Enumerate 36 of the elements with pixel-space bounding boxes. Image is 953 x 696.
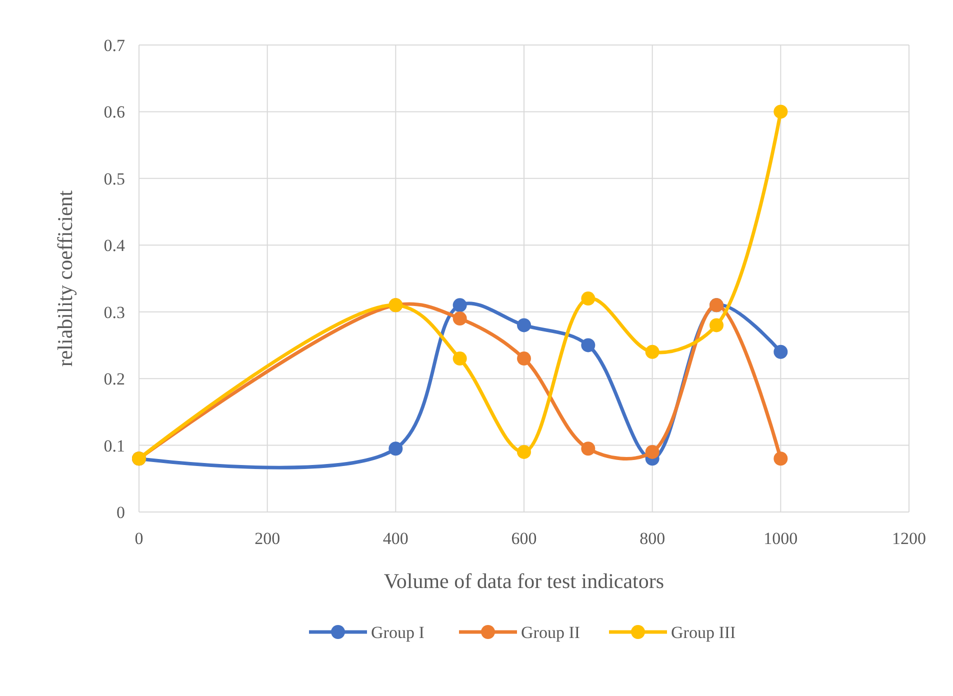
point: [517, 352, 531, 366]
y-tick-label: 0.7: [104, 36, 126, 55]
point: [517, 318, 531, 332]
y-tick-label: 0.6: [104, 102, 125, 122]
point: [774, 344, 788, 359]
x-tick-label: 200: [254, 529, 280, 548]
y-tick-label: 0.5: [104, 169, 125, 188]
point: [581, 338, 596, 352]
point: [517, 444, 531, 459]
point: [774, 452, 788, 466]
point: [581, 292, 596, 306]
legend-label: Group II: [521, 623, 580, 642]
point: [452, 298, 467, 312]
point: [452, 312, 467, 326]
x-axis-title: Volume of data for test indicators: [384, 569, 664, 593]
x-tick-label: 1200: [892, 529, 926, 548]
point: [388, 442, 403, 456]
point: [581, 442, 596, 456]
y-tick-label: 0.4: [104, 236, 126, 256]
y-tick-label: 0.1: [104, 436, 125, 456]
x-tick-label: 800: [640, 529, 666, 548]
y-tick-label: 0.3: [104, 302, 125, 322]
point: [645, 344, 660, 359]
legend-label: Group I: [371, 623, 425, 642]
point: [645, 444, 660, 459]
x-tick-label: 400: [382, 529, 408, 548]
point: [774, 104, 788, 119]
point: [452, 352, 467, 366]
x-tick-label: 1000: [764, 529, 798, 548]
y-axis-title: reliability coefficient: [53, 190, 77, 367]
x-tick-label: 600: [511, 529, 537, 548]
legend-label: Group III: [671, 623, 736, 642]
x-tick-label: 0: [134, 529, 144, 548]
y-tick-label: 0: [116, 503, 125, 522]
point: [710, 318, 724, 332]
y-tick-label: 0.2: [104, 370, 125, 389]
